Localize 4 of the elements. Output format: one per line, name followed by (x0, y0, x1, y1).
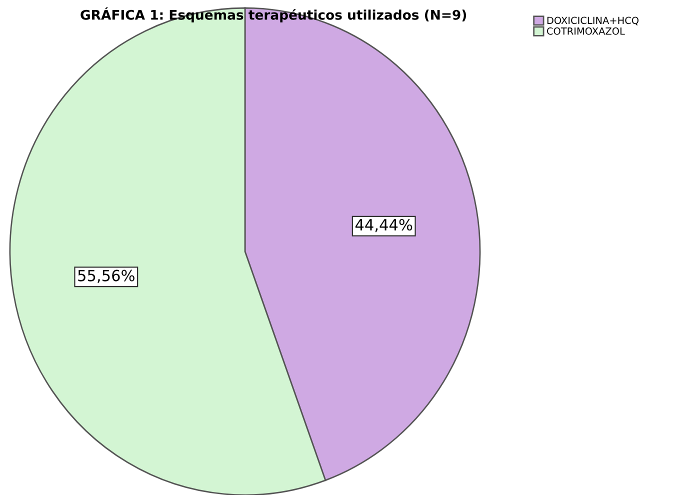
legend-label: DOXICICLINA+HCQ (547, 16, 639, 26)
data-label: 55,56% (78, 270, 134, 283)
data-label: 44,44% (355, 218, 412, 232)
legend-label: COTRIMOXAZOL (547, 27, 625, 35)
